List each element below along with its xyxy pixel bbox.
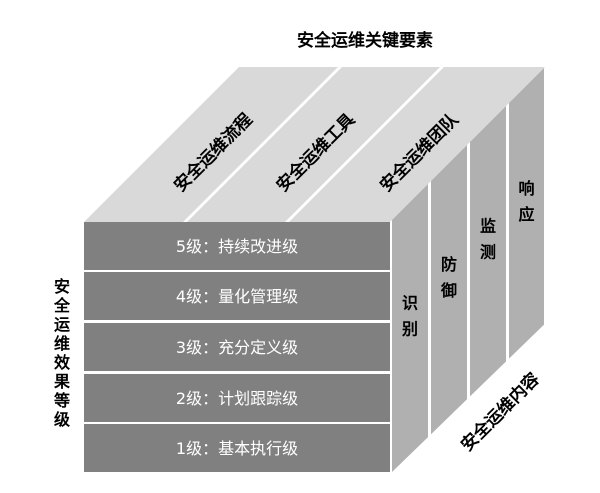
level-label: 4级：量化管理级: [176, 287, 298, 306]
level-label: 1级：基本执行级: [176, 439, 298, 458]
level-row: [84, 424, 390, 472]
side-strip: [509, 68, 544, 359]
side-item-label: 响: [518, 179, 534, 198]
level-label: 2级：计划跟踪级: [176, 389, 298, 408]
level-row: [84, 222, 390, 270]
side-item-label: 御: [440, 281, 457, 300]
top-face-slice: [187, 67, 440, 222]
top-face: 安全运维流程 安全运维工具 安全运维团队: [84, 67, 545, 222]
level-label: 5级：持续改进级: [176, 237, 298, 256]
side-strip: [431, 145, 467, 435]
diagram-title: 安全运维关键要素: [297, 30, 433, 51]
top-face-slice: [84, 67, 338, 222]
side-item-label: 识: [402, 294, 418, 313]
level-row: [84, 272, 390, 320]
side-item-label: 应: [518, 205, 534, 224]
level-row: [84, 374, 390, 422]
side-item-label: 防: [441, 255, 457, 274]
front-face: 5级：持续改进级 4级：量化管理级 3级：充分定义级 2级：计划跟踪级 1级：基本执行级: [84, 222, 390, 472]
level-label: 3级：充分定义级: [176, 338, 298, 357]
left-axis-label: 安全运维效果等级: [53, 277, 71, 429]
side-strip: [470, 106, 506, 397]
side-item-label: 测: [480, 243, 496, 262]
side-strip: [392, 184, 428, 473]
side-item-label: 监: [480, 217, 496, 236]
level-row: [84, 323, 390, 371]
right-axis-label: 安全运维内容: [457, 369, 544, 456]
side-item-label: 别: [401, 320, 418, 339]
side-face: 识别 防御 监测 响应: [392, 68, 544, 473]
top-face-slice: [289, 67, 545, 222]
